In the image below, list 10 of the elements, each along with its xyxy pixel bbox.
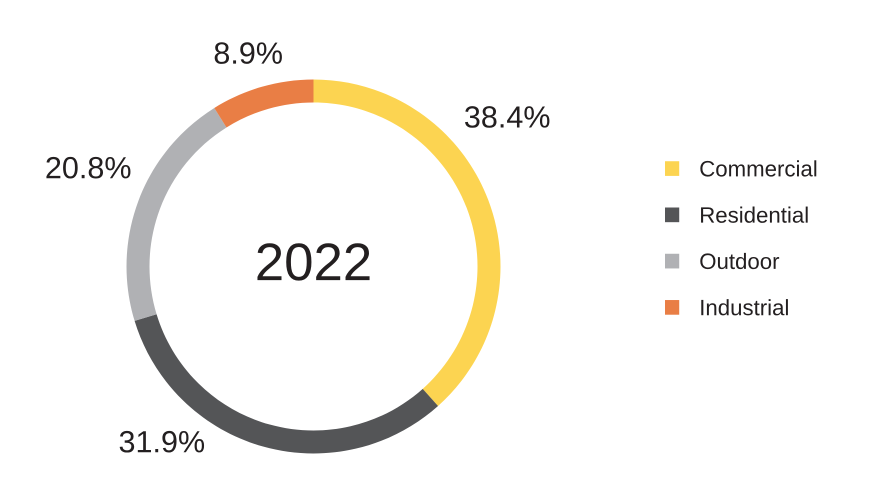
donut-slice — [214, 80, 314, 128]
data-label: 20.8% — [46, 156, 130, 179]
legend-label: Industrial — [701, 299, 788, 316]
legend-label: Residential — [701, 206, 808, 223]
legend-label: Commercial — [700, 160, 816, 177]
data-label: 38.4% — [465, 106, 550, 128]
legend-label: Outdoor — [700, 252, 780, 270]
text: 2022 — [257, 243, 370, 281]
data-label: 31.9% — [120, 430, 204, 453]
data-label: 8.9% — [214, 42, 282, 64]
